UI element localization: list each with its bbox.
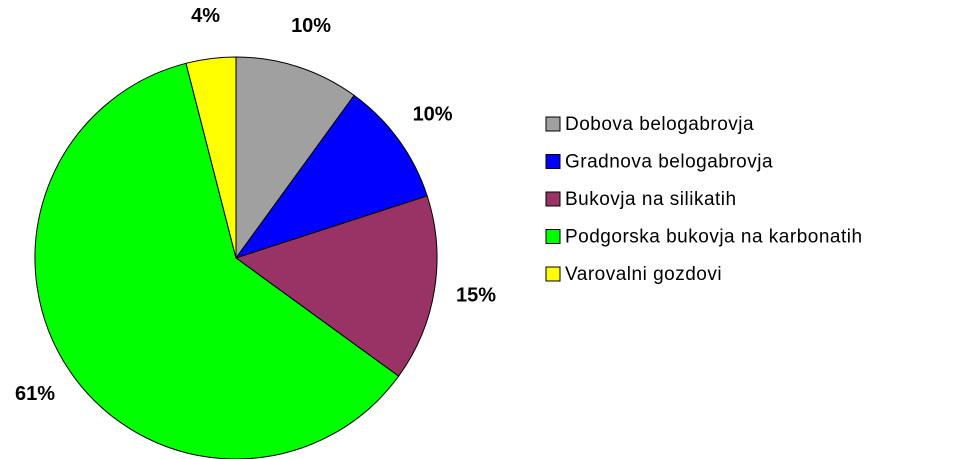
legend-label: Bukovja na silikatih	[565, 189, 737, 210]
value-label: 10%	[291, 15, 331, 37]
legend-label: Podgorska bukovja na karbonatih	[565, 227, 863, 248]
pie-slice	[185, 56, 237, 259]
legend-label: Varovalni gozdovi	[565, 264, 722, 285]
legend-swatch	[545, 154, 561, 169]
legend-swatch	[545, 191, 561, 207]
value-label: 15%	[456, 284, 496, 306]
legend-swatch	[545, 266, 561, 282]
pie-slice	[234, 195, 438, 377]
pie-slice	[234, 94, 428, 259]
legend-swatch	[545, 116, 561, 132]
value-label: 4%	[191, 5, 220, 27]
legend-swatch	[545, 229, 561, 244]
value-label: 10%	[413, 103, 453, 125]
pie-slice	[235, 56, 355, 260]
pie-slice	[34, 62, 400, 459]
legend-label: Dobova belogabrovja	[565, 114, 754, 135]
legend-label: Gradnova belogabrovja	[565, 152, 773, 173]
value-label: 61%	[15, 383, 55, 405]
